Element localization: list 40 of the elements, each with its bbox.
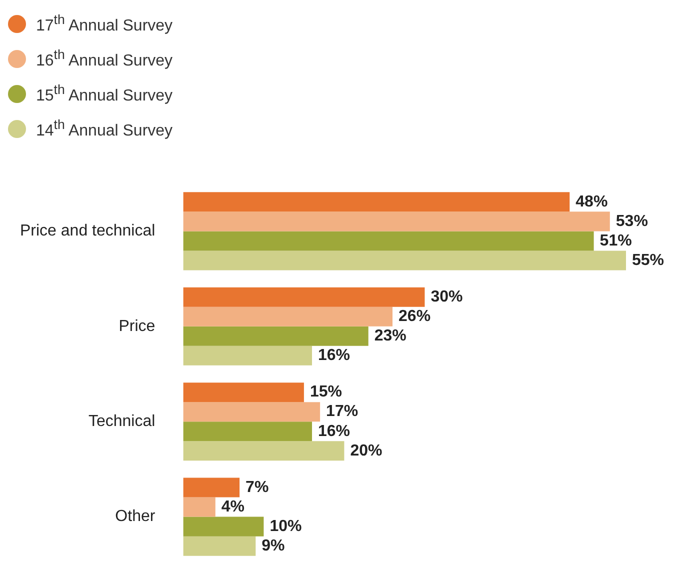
y-tick-label: Price and technical [20, 222, 156, 240]
bar [183, 250, 626, 270]
bar [183, 346, 312, 366]
data-label: 16% [318, 422, 350, 440]
y-tick-label: Technical [88, 413, 156, 430]
data-label: 7% [246, 478, 269, 496]
legend-label: 14$^{th}$ Annual Survey [36, 116, 173, 140]
data-label: 23% [374, 328, 406, 345]
bar [183, 536, 256, 556]
bar [183, 306, 393, 326]
bar [183, 231, 594, 251]
legend-label: 17$^{th}$ Annual Survey [36, 12, 173, 36]
data-label: 53% [616, 212, 648, 230]
data-label: 30% [430, 288, 463, 306]
bar [183, 441, 344, 461]
legend-label: 15$^{th}$ Annual Survey [36, 82, 173, 106]
y-tick-label: Other [115, 508, 156, 526]
bar [183, 212, 610, 232]
data-label: 16% [318, 347, 350, 364]
bar [183, 402, 320, 422]
data-label: 10% [270, 518, 302, 535]
bar [183, 192, 570, 212]
data-label: 17% [326, 403, 358, 420]
legend-label: 16$^{th}$ Annual Survey [36, 46, 173, 70]
data-label: 51% [600, 232, 632, 250]
bar [183, 422, 312, 442]
y-tick-label: Price [118, 318, 156, 335]
data-label: 9% [262, 537, 285, 554]
bar [183, 478, 240, 498]
bar [183, 382, 304, 402]
data-label: 26% [398, 308, 431, 326]
data-label: 4% [221, 498, 245, 516]
data-label: 48% [576, 193, 608, 210]
bar [183, 516, 264, 536]
data-label: 15% [310, 384, 342, 401]
bar [183, 287, 425, 307]
data-label: 20% [350, 442, 382, 460]
data-label: 55% [632, 252, 664, 269]
bar [183, 497, 216, 517]
bar [183, 326, 368, 346]
